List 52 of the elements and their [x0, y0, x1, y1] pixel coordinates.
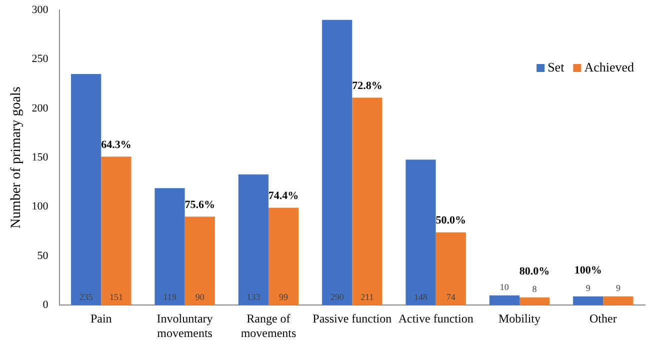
y-tick-label: 200 — [32, 102, 49, 114]
data-label: 9 — [586, 283, 591, 294]
y-tick-label: 0 — [42, 299, 49, 312]
data-label: 90 — [195, 292, 205, 302]
data-label: 235 — [79, 292, 94, 302]
data-label: 10 — [500, 282, 510, 292]
legend-label: Set — [548, 59, 565, 74]
data-label: 148 — [414, 292, 428, 302]
bar — [406, 160, 436, 306]
data-label: 151 — [109, 292, 123, 302]
y-tick-label: 100 — [32, 200, 49, 213]
bar — [603, 296, 634, 306]
y-axis-title: Number of primary goals — [9, 86, 24, 229]
x-tick-label: Pain — [90, 312, 112, 326]
annotation: 100% — [574, 264, 602, 277]
data-label: 133 — [246, 292, 261, 302]
bar — [71, 74, 102, 306]
bar — [352, 98, 382, 306]
data-label: 99 — [279, 292, 289, 302]
data-label: 290 — [330, 292, 344, 302]
bar — [238, 174, 268, 306]
y-tick-label: 250 — [32, 53, 49, 66]
annotation: 74.4% — [268, 190, 299, 202]
bar — [489, 295, 520, 306]
y-tick-label: 150 — [32, 151, 49, 164]
bar — [101, 156, 132, 306]
bar — [573, 296, 604, 306]
bar — [268, 208, 299, 306]
x-tick-label: Other — [590, 312, 617, 326]
annotation: 75.6% — [184, 198, 215, 211]
annotation: 80.0% — [519, 266, 550, 278]
bar — [519, 297, 550, 306]
bar — [322, 20, 352, 306]
data-label: 74 — [446, 292, 456, 302]
data-label: 9 — [616, 283, 621, 294]
bar — [436, 232, 466, 306]
data-label: 8 — [532, 284, 538, 294]
x-tick-label: Active function — [398, 312, 474, 326]
x-tick-label: Range of movements — [240, 312, 296, 340]
bar — [184, 216, 215, 306]
x-tick-label: Passive function — [312, 312, 392, 326]
y-tick-label: 50 — [37, 250, 49, 262]
bar — [154, 188, 185, 306]
x-tick-label: Involuntary movements — [156, 312, 213, 340]
legend-label: Achieved — [584, 59, 634, 74]
annotation: 50.0% — [436, 214, 466, 227]
data-label: 211 — [360, 292, 374, 302]
annotation: 72.8% — [352, 80, 382, 92]
y-tick-label: 300 — [32, 4, 49, 16]
data-label: 119 — [163, 292, 177, 302]
annotation: 64.3% — [101, 138, 132, 151]
x-tick-label: Mobility — [498, 312, 540, 326]
